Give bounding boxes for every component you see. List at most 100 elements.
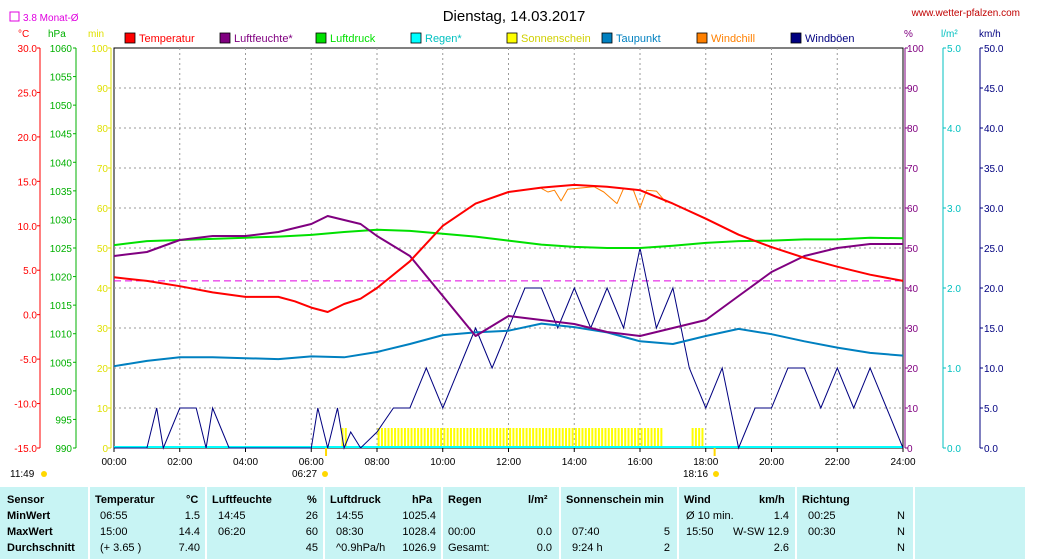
legend-swatch bbox=[601, 32, 613, 44]
axis-label-rain: 2.0 bbox=[947, 284, 961, 295]
table-cell-s-val: 5 bbox=[663, 526, 670, 538]
legend-label: Taupunkt bbox=[616, 33, 661, 45]
table-cell-t-val: 1.5 bbox=[184, 510, 200, 522]
axis-label-temp: 25.0 bbox=[18, 88, 38, 99]
legend-swatch bbox=[410, 32, 422, 44]
axis-label-temp: -5.0 bbox=[20, 355, 38, 366]
legend-swatch bbox=[124, 32, 136, 44]
unit-humidity: % bbox=[904, 29, 913, 40]
axis-label-temp: -15.0 bbox=[14, 444, 37, 455]
table-cell-h-val: 60 bbox=[305, 526, 318, 538]
axis-label-humidity: 0 bbox=[907, 444, 913, 455]
hdr-hum-unit: % bbox=[307, 494, 317, 506]
taupunkt-line bbox=[113, 322, 904, 368]
axis-label-humidity: 30 bbox=[907, 324, 919, 335]
axis-label-pressure: 1045 bbox=[50, 130, 73, 141]
axis-label-wind: 20.0 bbox=[984, 284, 1004, 295]
grid bbox=[114, 48, 903, 448]
x-tick-label: 06:00 bbox=[299, 457, 324, 468]
x-tick-label: 22:00 bbox=[825, 457, 850, 468]
legend-swatch bbox=[506, 32, 518, 44]
axis-label-sun: 0 bbox=[102, 444, 108, 455]
axis-label-humidity: 60 bbox=[907, 204, 919, 215]
axis-label-pressure: 1010 bbox=[50, 330, 73, 341]
axis-label-temp: 30.0 bbox=[18, 44, 38, 55]
legend-label: Temperatur bbox=[139, 33, 195, 45]
monthly-avg-icon bbox=[9, 11, 20, 22]
temperatur-line bbox=[113, 183, 904, 313]
table-cell-p-time: 08:30 bbox=[336, 526, 364, 538]
axis-label-wind: 45.0 bbox=[984, 84, 1004, 95]
axis-label-rain: 0.0 bbox=[947, 444, 961, 455]
axis-label-wind: 40.0 bbox=[984, 124, 1004, 135]
legend-label: Windchill bbox=[711, 33, 755, 45]
axis-label-temp: 5.0 bbox=[23, 266, 37, 277]
table-cell-h-time: 14:45 bbox=[218, 510, 246, 522]
table-cell-p-val: 1025.4 bbox=[402, 510, 436, 522]
time-markers: 11:49 06:27 18:16 bbox=[10, 448, 719, 480]
table-cell-p-val: 1026.9 bbox=[402, 542, 436, 554]
legend-swatch bbox=[790, 32, 802, 44]
axis-label-humidity: 80 bbox=[907, 124, 919, 135]
table-cell-s-val: 2 bbox=[663, 542, 670, 554]
legend-label: Windböen bbox=[805, 33, 855, 45]
stats-table: Sensor Temperatur °C Luftfeuchte % Luftd… bbox=[0, 487, 1058, 559]
axis-label-pressure: 1050 bbox=[50, 101, 73, 112]
table-cell-r-time: 00:00 bbox=[448, 526, 476, 538]
axis-label-wind: 50.0 bbox=[984, 44, 1004, 55]
axis-label-pressure: 1040 bbox=[50, 158, 73, 169]
axis-label-sun: 70 bbox=[97, 164, 109, 175]
x-tick-label: 16:00 bbox=[627, 457, 652, 468]
axis-label-wind: 25.0 bbox=[984, 244, 1004, 255]
hdr-wind: Wind bbox=[684, 494, 711, 506]
axis-label-pressure: 1060 bbox=[50, 44, 73, 55]
table-cell-d-val: N bbox=[897, 542, 905, 554]
table-cell-label: MinWert bbox=[7, 510, 51, 522]
axis-label-wind: 30.0 bbox=[984, 204, 1004, 215]
table-cell-d-time: 00:30 bbox=[808, 526, 836, 538]
luftdruck-line bbox=[113, 228, 904, 249]
axis-label-sun: 50 bbox=[97, 244, 109, 255]
x-tick-label: 00:00 bbox=[101, 457, 126, 468]
legend-swatch bbox=[696, 32, 708, 44]
axis-label-pressure: 995 bbox=[55, 415, 72, 426]
unit-pressure: hPa bbox=[48, 29, 66, 40]
table-cell-r-val: 0.0 bbox=[536, 542, 552, 554]
axis-label-wind: 10.0 bbox=[984, 364, 1004, 375]
hdr-temp-unit: °C bbox=[186, 494, 199, 506]
legend-swatch bbox=[315, 32, 327, 44]
table-cell-w-time: Ø 10 min. bbox=[686, 510, 734, 522]
weather-chart: Dienstag, 14.03.2017 www.wetter-pfalzen.… bbox=[9, 8, 1020, 480]
table-cell-p-time: 14:55 bbox=[336, 510, 364, 522]
axis-label-sun: 30 bbox=[97, 324, 109, 335]
axes: 00:00 02:00 04:00 06:00 08:00 10:00 12:00 14:00… bbox=[14, 44, 1004, 468]
table-cell-t-val: 14.4 bbox=[178, 526, 200, 538]
x-tick-label: 12:00 bbox=[496, 457, 521, 468]
luftfeuchte-line bbox=[113, 215, 903, 337]
table-cell-w-val: W-SW 12.9 bbox=[732, 526, 789, 538]
axis-label-humidity: 100 bbox=[907, 44, 924, 55]
table-cell-h-val: 45 bbox=[305, 542, 318, 554]
axis-label-sun: 90 bbox=[97, 84, 109, 95]
axis-label-pressure: 1020 bbox=[50, 273, 73, 284]
axis-label-humidity: 70 bbox=[907, 164, 919, 175]
hdr-rain: Regen bbox=[448, 494, 482, 506]
chart-title: Dienstag, 14.03.2017 bbox=[443, 8, 586, 25]
table-cell-h-time: 06:20 bbox=[218, 526, 246, 538]
hdr-temp: Temperatur bbox=[95, 494, 155, 506]
axis-label-pressure: 1005 bbox=[50, 358, 73, 369]
hdr-dir: Richtung bbox=[802, 494, 850, 506]
series-layer bbox=[113, 183, 904, 450]
table-cell-w-val: 1.4 bbox=[773, 510, 789, 522]
x-tick-label: 04:00 bbox=[233, 457, 258, 468]
x-tick-label: 14:00 bbox=[562, 457, 587, 468]
table-cell-t-time: 06:55 bbox=[100, 510, 128, 522]
legend-label: Luftdruck bbox=[330, 33, 376, 45]
unit-wind: km/h bbox=[979, 29, 1001, 40]
axis-label-humidity: 90 bbox=[907, 84, 919, 95]
x-tick-label: 24:00 bbox=[890, 457, 915, 468]
axis-label-sun: 100 bbox=[91, 44, 108, 55]
table-cell-r-val: 0.0 bbox=[536, 526, 552, 538]
sun-icon bbox=[41, 471, 47, 477]
axis-label-temp: 0.0 bbox=[23, 311, 37, 322]
